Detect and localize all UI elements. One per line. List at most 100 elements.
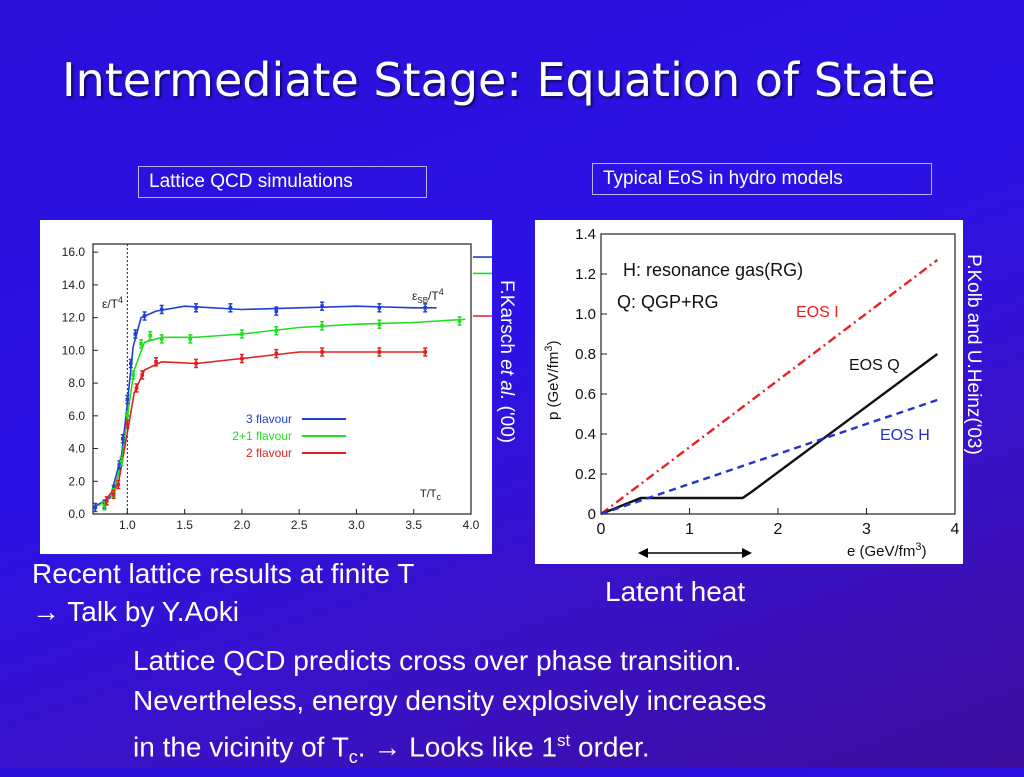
hydro-y-tick-label: 1.2 [575, 266, 596, 283]
lattice-data-point [320, 301, 325, 311]
lattice-data-point [228, 303, 233, 313]
lattice-data-point [159, 334, 164, 344]
lattice-data-point [93, 502, 98, 513]
lattice-legend-label: 3 flavour [246, 412, 292, 426]
lattice-x-tick-label: 4.0 [463, 518, 480, 532]
hydro-line-eos-h [600, 398, 938, 516]
lattice-x-tick-label: 2.5 [291, 518, 308, 532]
hydro-ylabel: p (GeV/fm3) [543, 341, 562, 420]
hydro-eos-panel: 0 1 2 3 4 0 0.2 0.4 0.6 0.8 1.0 1.2 1.4 H: resonance… [535, 220, 963, 564]
lattice-qcd-label: Lattice QCD simulations [138, 166, 427, 198]
lattice-data-point [125, 394, 130, 405]
summary-text: Lattice QCD predicts cross over phase tr… [133, 641, 766, 777]
lattice-x-tick-label: 3.0 [348, 518, 365, 532]
lattice-data-point [116, 479, 121, 490]
lattice-data-point [131, 370, 136, 380]
hydro-x-tick-label: 0 [597, 521, 606, 538]
lattice-data-point [377, 303, 382, 313]
lattice-data-point [320, 347, 325, 357]
lattice-y-tick-label: 0.0 [68, 507, 85, 521]
latent-heat-arrow [638, 548, 752, 558]
right-arrow-icon: → [373, 731, 402, 763]
lattice-data-point [377, 319, 382, 329]
lattice-data-point [239, 329, 244, 339]
lattice-data-point [194, 358, 199, 369]
lattice-curve-2-flavour [103, 351, 426, 502]
hydro-xlabel: e (GeV/fm3) [847, 541, 926, 560]
summary-line-3: in the vicinity of Tc. → Looks like 1st … [133, 731, 650, 767]
lattice-data-point [320, 321, 325, 331]
lattice-data-point [142, 311, 147, 321]
hydro-x-tick-label: 1 [685, 521, 694, 538]
hydro-x-tick-label: 3 [862, 521, 871, 538]
hydro-y-tick-label: 0.6 [575, 386, 596, 403]
lattice-data-point [140, 370, 145, 380]
lattice-y-tick-label: 2.0 [68, 474, 85, 488]
lattice-ylabel: ε/T4 [102, 295, 123, 311]
lattice-data-point [194, 303, 199, 313]
lattice-data-point [274, 325, 279, 336]
lattice-legend-label: 2+1 flavour [232, 429, 292, 443]
lattice-caption-line2: → Talk by Y.Aoki [32, 596, 240, 627]
lattice-y-tick-label: 14.0 [62, 278, 86, 292]
hydro-y-tick-label: 1.0 [575, 306, 596, 323]
lattice-x-tick-label: 1.5 [176, 518, 193, 532]
lattice-data-point [125, 419, 130, 429]
hydro-x-tick-label: 2 [774, 521, 783, 538]
lattice-y-tick-label: 8.0 [68, 376, 85, 390]
lattice-data-point [423, 303, 428, 313]
lattice-data-point [377, 347, 382, 357]
hydro-y-tick-label: 1.4 [575, 226, 596, 243]
hydro-line-eos-i [600, 259, 939, 515]
lattice-data-point [148, 330, 153, 341]
hydro-y-tick-label: 0.2 [575, 466, 596, 483]
lattice-x-tick-label: 3.5 [405, 518, 422, 532]
lattice-data-point [159, 304, 164, 315]
lattice-y-tick-label: 12.0 [62, 311, 86, 325]
karsch-citation: F.Karsch et al. ('00) [496, 280, 517, 444]
hydro-series-label: EOS H [880, 427, 930, 444]
hydro-y-tick-label: 0 [588, 506, 596, 523]
lattice-caption-line1: Recent lattice results at finite T [32, 558, 415, 589]
lattice-xlabel: T/Tc [420, 488, 442, 502]
lattice-data-point [120, 433, 125, 444]
lattice-y-tick-label: 10.0 [62, 343, 86, 357]
lattice-data-point [133, 329, 138, 339]
lattice-y-tick-label: 16.0 [62, 245, 86, 259]
lattice-plot-panel: 1.0 1.5 2.0 2.5 3.0 3.5 4.0 0.0 2.0 4.0 6.0 8.0 10.0… [40, 220, 492, 554]
lattice-data-point [119, 456, 124, 467]
lattice-data-point [188, 334, 193, 344]
right-arrow-icon: → [32, 596, 60, 627]
lattice-legend-label: 2 flavour [246, 446, 292, 460]
lattice-sb-label: εSB/T4 [412, 287, 444, 305]
lattice-data-point [423, 347, 428, 357]
latent-heat-label: Latent heat [605, 576, 746, 607]
lattice-data-point [102, 501, 107, 511]
kolb-heinz-citation: P.Kolb and U.Heinz('03) [963, 254, 984, 455]
lattice-data-point [128, 358, 133, 369]
lattice-y-tick-label: 4.0 [68, 442, 85, 456]
hydro-series-label: EOS I [796, 304, 839, 321]
hydro-eos-label: Typical EoS in hydro models [592, 163, 932, 195]
lattice-data-point [274, 348, 279, 359]
lattice-data-point [139, 339, 144, 349]
hydro-eos-chart: 0 1 2 3 4 0 0.2 0.4 0.6 0.8 1.0 1.2 1.4 H: resonance… [543, 226, 960, 560]
hydro-annotation-q: Q: QGP+RG [617, 292, 719, 312]
lattice-y-tick-label: 6.0 [68, 409, 85, 423]
lattice-data-point [154, 357, 158, 367]
summary-line-2: Nevertheless, energy density explosively… [133, 685, 767, 716]
hydro-series-label: EOS Q [849, 357, 900, 374]
hydro-y-tick-label: 0.8 [575, 346, 596, 363]
slide-title: Intermediate Stage: Equation of State [62, 53, 936, 107]
lattice-curve-3-flavour [92, 305, 437, 509]
lattice-data-point [457, 316, 462, 326]
lattice-x-tick-label: 1.0 [119, 518, 136, 532]
summary-line-1: Lattice QCD predicts cross over phase tr… [133, 645, 742, 676]
lattice-data-point [134, 383, 139, 393]
hydro-y-tick-label: 0.4 [575, 426, 596, 443]
hydro-x-tick-label: 4 [951, 521, 960, 538]
hydro-line-eos-q [600, 353, 939, 516]
lattice-data-point [239, 353, 244, 364]
lattice-data-point [111, 489, 116, 500]
hydro-annotation-h: H: resonance gas(RG) [623, 260, 803, 280]
